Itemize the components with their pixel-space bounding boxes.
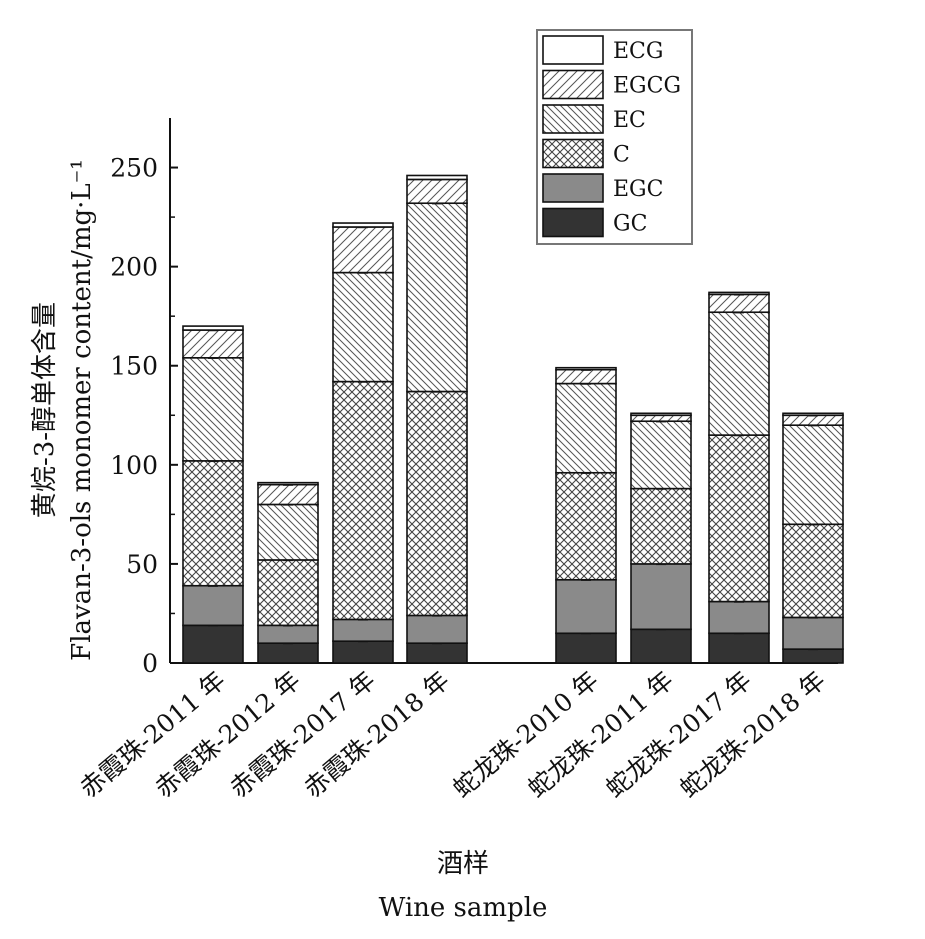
legend-label: ECG: [613, 39, 663, 64]
y-tick-label: 0: [142, 649, 158, 678]
legend-swatch-egcg: [542, 69, 604, 100]
bar-segment-egcg: [182, 329, 244, 359]
bar-segment-ec: [782, 424, 844, 526]
bar-segment-c: [782, 523, 844, 619]
bar-segment-egcg: [257, 483, 319, 506]
bar-segment-egc: [630, 563, 692, 631]
bar-segment-c: [332, 380, 394, 621]
legend: ECG EGCG EC C EGC GC: [536, 29, 693, 245]
bar-segment-ec: [182, 356, 244, 462]
bar-segment-egc: [555, 578, 617, 635]
y-tick-label: 200: [110, 253, 158, 282]
y-axis-title: Flavan-3-ols monomer content/mg·L⁻¹: [67, 159, 97, 661]
x-axis-title-cn: 酒样: [437, 849, 489, 879]
y-axis-title-cn: 黄烷-3-醇单体含量: [30, 302, 60, 518]
bar-segment-egc: [257, 624, 319, 644]
bar-segment-egcg: [708, 293, 770, 314]
bar-segment-c: [555, 471, 617, 581]
bar-segment-ecg: [332, 222, 394, 228]
legend-label: EGC: [613, 177, 663, 202]
legend-label: EGCG: [613, 74, 681, 99]
bar-segment-ecg: [630, 412, 692, 417]
legend-swatch-ecg: [542, 35, 604, 65]
bar-segment-gc: [708, 632, 770, 664]
bar-segment-ecg: [555, 366, 617, 371]
bar-segment-egcg: [782, 414, 844, 426]
legend-label: GC: [613, 212, 647, 237]
bar-segment-ec: [708, 311, 770, 436]
bar-segment-ecg: [406, 174, 468, 181]
x-axis-title: Wine sample: [379, 893, 548, 923]
legend-swatch-c: [542, 138, 604, 169]
bar-segment-gc: [257, 642, 319, 664]
bar-segment-ec: [555, 382, 617, 474]
bar-segment-egcg: [332, 226, 394, 274]
bar-segment-egcg: [406, 178, 468, 205]
bar-segment-c: [182, 460, 244, 587]
legend-label: C: [613, 143, 630, 168]
bar-segment-gc: [782, 648, 844, 664]
bar-segment-egc: [182, 584, 244, 627]
y-tick-label: 50: [126, 550, 158, 579]
bar-segment-ec: [406, 202, 468, 393]
bar-segment-egc: [782, 616, 844, 650]
bar-segment-c: [257, 559, 319, 627]
bar-segment-c: [630, 487, 692, 565]
bar-segment-c: [406, 390, 468, 617]
y-tick-label: 150: [110, 352, 158, 381]
y-tick-label: 100: [110, 451, 158, 480]
legend-label: EC: [613, 108, 646, 133]
bar-segment-ecg: [182, 325, 244, 331]
bar-segment-ec: [332, 271, 394, 383]
bar-segment-gc: [182, 624, 244, 664]
bar-segment-gc: [555, 632, 617, 664]
bar-segment-egc: [708, 600, 770, 635]
legend-swatch-ec: [542, 104, 604, 134]
legend-swatch-egc: [542, 173, 604, 203]
bar-segment-egcg: [630, 414, 692, 423]
bar-segment-gc: [332, 640, 394, 664]
bar-segment-ecg: [257, 481, 319, 486]
legend-swatch-gc: [542, 207, 604, 238]
bar-segment-egc: [332, 618, 394, 643]
bar-segment-egc: [406, 614, 468, 644]
bar-segment-gc: [406, 642, 468, 664]
bar-segment-c: [708, 434, 770, 603]
bar-segment-ecg: [708, 291, 770, 296]
bar-segment-ec: [630, 420, 692, 490]
bar-segment-ec: [257, 503, 319, 561]
bar-segment-gc: [630, 628, 692, 664]
bar-segment-ecg: [782, 412, 844, 417]
bar-segment-egcg: [555, 368, 617, 385]
y-tick-label: 250: [110, 154, 158, 183]
